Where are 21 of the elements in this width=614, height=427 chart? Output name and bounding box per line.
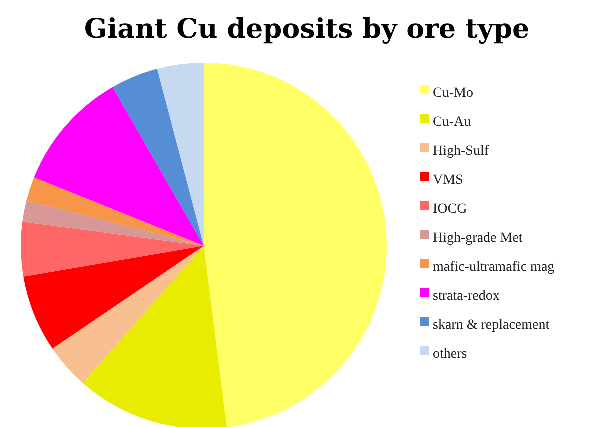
legend-label: VMS — [433, 173, 464, 188]
pie-slice — [26, 178, 204, 246]
chart-title: Giant Cu deposits by ore type — [84, 14, 530, 45]
pie-slice — [22, 200, 204, 246]
legend-label: High-Sulf — [433, 144, 490, 160]
pie-slice — [34, 87, 204, 246]
pie-slice — [112, 69, 204, 246]
legend-label: Cu-Au — [433, 115, 472, 130]
pie-slice — [204, 63, 387, 427]
pie-slice — [21, 222, 204, 277]
pie-slice — [82, 246, 227, 427]
pie-slice — [157, 63, 204, 246]
legend-label: strata-redox — [433, 289, 500, 304]
legend-label: skarn & replacement — [433, 318, 550, 334]
legend-label: High-grade Met — [433, 231, 523, 246]
legend-label: IOCG — [433, 202, 468, 218]
legend-label: Cu-Mo — [433, 86, 474, 102]
pie-slice — [24, 246, 204, 349]
pie-slice — [52, 246, 204, 384]
legend-label: mafic-ultramafic mag — [433, 260, 555, 276]
legend-label: others — [433, 347, 468, 362]
